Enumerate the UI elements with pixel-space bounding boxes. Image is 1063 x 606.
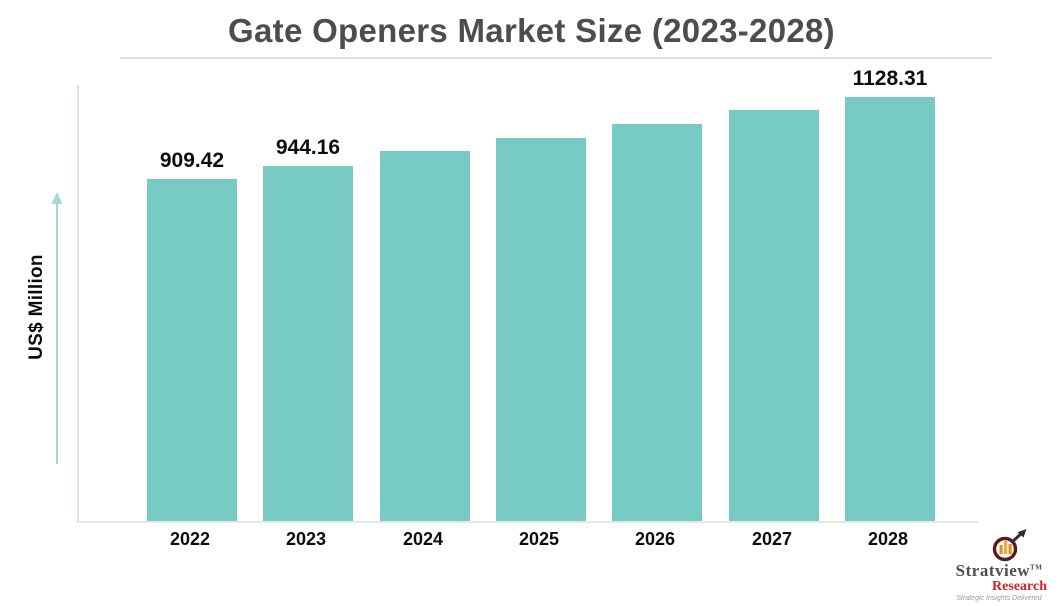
x-tick-label-2024: 2024 bbox=[402, 529, 444, 549]
x-tick-label-2025: 2025 bbox=[518, 529, 560, 549]
x-tick-label-2026: 2026 bbox=[634, 529, 676, 549]
bar-value-label-2028: 1128.31 bbox=[852, 67, 928, 90]
x-tick-label-2023: 2023 bbox=[285, 529, 327, 549]
bar-2025 bbox=[496, 138, 586, 521]
bar-2026 bbox=[612, 124, 702, 521]
bar-value-label-2022: 909.42 bbox=[159, 149, 225, 172]
x-axis-labels: 2022 2023 2024 2025 2026 2027 2028 bbox=[77, 529, 978, 555]
x-tick-label-2022: 2022 bbox=[169, 529, 211, 549]
brand-name-primary: StratviewTM bbox=[955, 560, 1043, 580]
bar-2024 bbox=[380, 151, 470, 521]
x-tick-label-2027: 2027 bbox=[751, 529, 793, 549]
bar-2028 bbox=[845, 97, 935, 521]
y-axis-label: US$ Million bbox=[26, 254, 47, 360]
x-tick-label-2028: 2028 bbox=[867, 529, 909, 549]
brand-logo: StratviewTM Research Strategic Insights … bbox=[945, 528, 1053, 604]
brand-name-secondary: Research bbox=[992, 578, 1047, 594]
magnifier-chart-icon bbox=[992, 528, 1027, 562]
chart-title: Gate Openers Market Size (2023-2028) bbox=[228, 12, 835, 49]
trademark-symbol: TM bbox=[1030, 563, 1043, 572]
bar-2022 bbox=[147, 179, 237, 521]
brand-tagline: Strategic Insights Delivered bbox=[956, 595, 1042, 603]
plot-area: 909.42 944.16 1128.31 bbox=[77, 67, 978, 523]
bar-2027 bbox=[729, 110, 819, 521]
y-axis-up-arrow-icon bbox=[51, 192, 63, 464]
bar-value-label-2023: 944.16 bbox=[275, 136, 341, 159]
bar-2023 bbox=[263, 166, 353, 521]
title-underline bbox=[120, 57, 992, 59]
